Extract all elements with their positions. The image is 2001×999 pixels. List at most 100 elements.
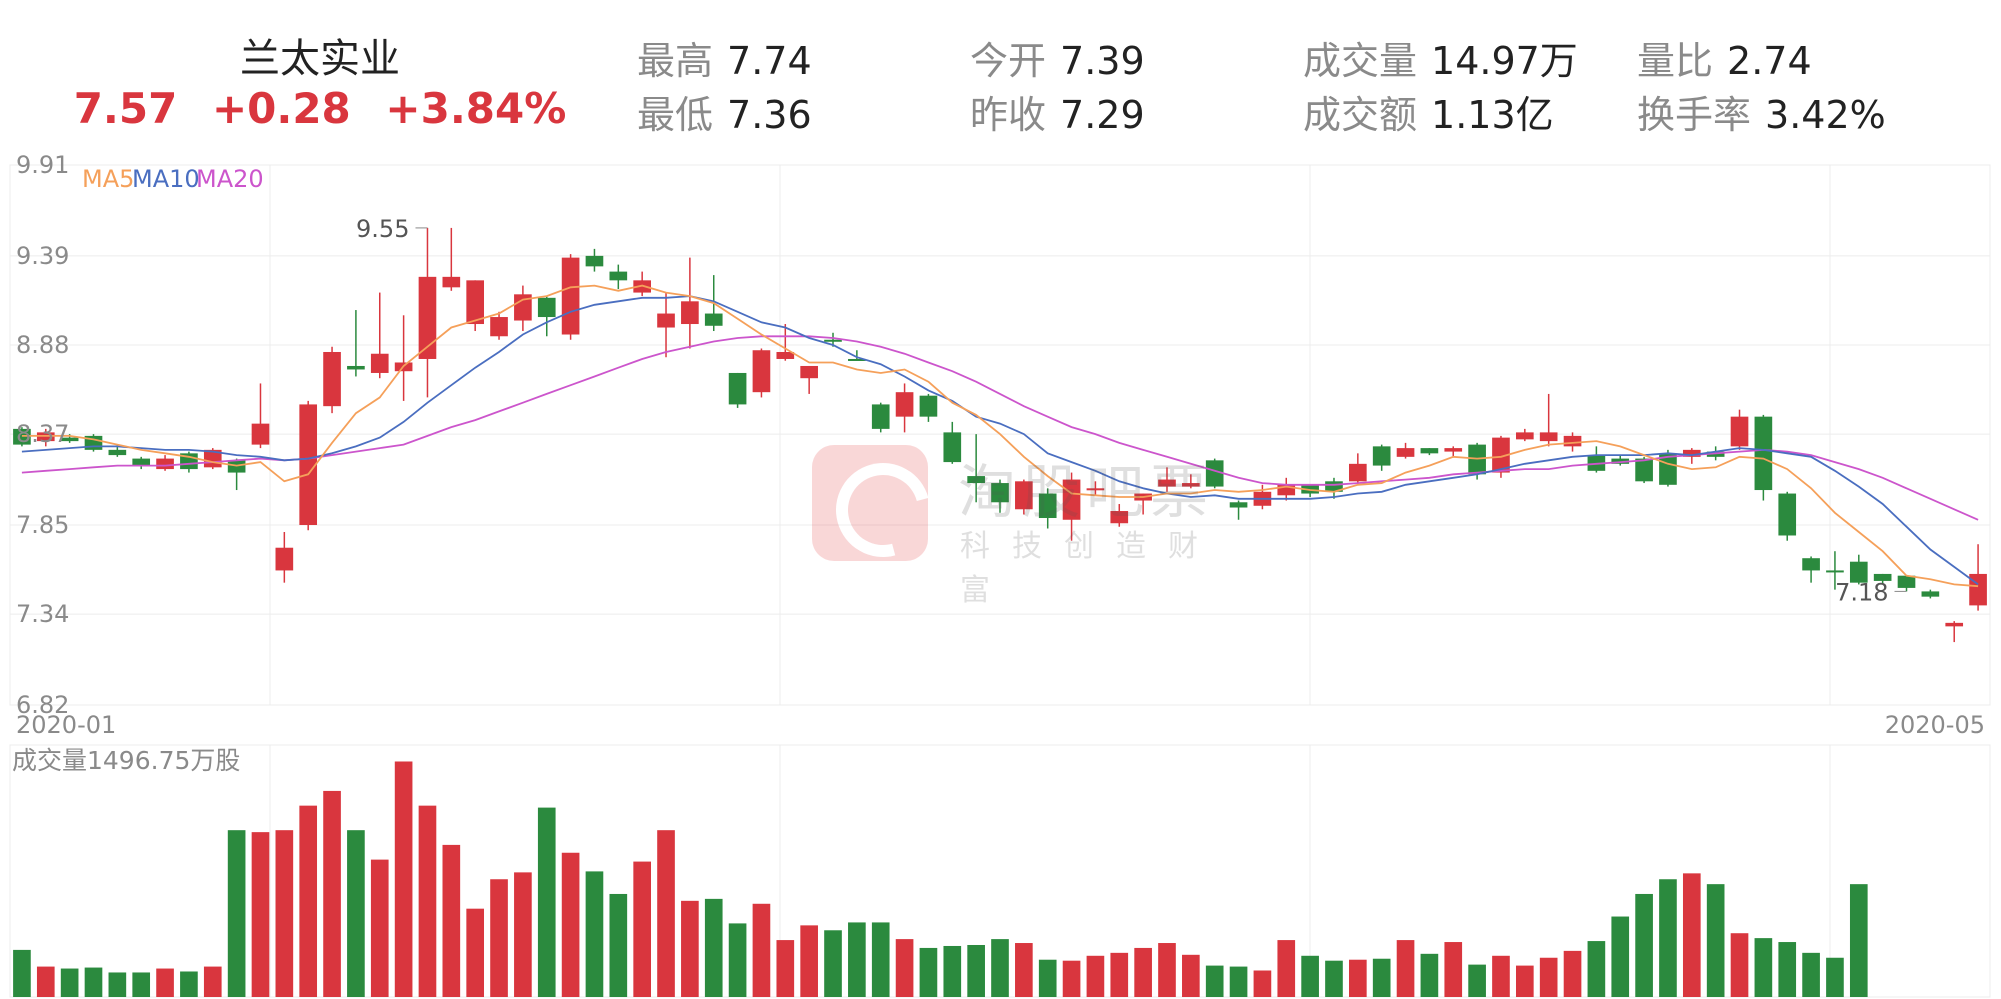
price-change-pct: +3.84% <box>385 84 567 133</box>
volume-bar <box>585 871 604 997</box>
y-tick-label: 8.37 <box>16 420 69 448</box>
volume-bar <box>919 947 938 997</box>
volume-bar <box>490 879 508 997</box>
candle-body <box>1515 432 1534 440</box>
volume-bar <box>1563 950 1582 997</box>
stat-turnover-amount-label: 成交额 <box>1303 93 1418 137</box>
candle-body <box>943 432 962 463</box>
stat-volume-ratio: 量比 2.74 <box>1637 30 1812 85</box>
candle-body <box>1897 575 1916 588</box>
stat-volume-ratio-label: 量比 <box>1637 39 1714 83</box>
volume-bar <box>1205 965 1224 997</box>
candle-body <box>1802 558 1820 571</box>
volume-bar <box>1301 955 1319 997</box>
candle-body <box>1730 416 1749 447</box>
candle-body <box>848 358 866 361</box>
volume-bar <box>370 859 389 997</box>
stat-turnover-amount-value: 1.13亿 <box>1431 93 1554 137</box>
candle-body <box>991 483 1009 503</box>
x-label-start: 2020-01 <box>16 711 116 739</box>
volume-bar <box>1706 884 1725 997</box>
candle-body <box>299 404 318 525</box>
candle-body <box>347 365 365 370</box>
volume-bar <box>1778 942 1797 997</box>
volume-bar <box>1730 933 1749 997</box>
candle-body <box>60 437 79 442</box>
volume-bar <box>347 830 365 997</box>
low-annotation: 7.18 <box>1835 578 1888 606</box>
volume-bar <box>561 852 580 997</box>
candle-body <box>1277 484 1296 496</box>
candle-body <box>490 317 508 337</box>
candle-body <box>1158 479 1176 487</box>
candle-body <box>132 458 151 466</box>
candle-body <box>442 276 461 288</box>
quote-header: 兰太实业 7.57 +0.28 +3.84% 最高 7.74 最低 7.36 今开 7… <box>0 0 2001 160</box>
volume-bar <box>1062 960 1081 997</box>
y-tick-label: 7.34 <box>16 600 69 628</box>
volume-bar <box>60 968 79 997</box>
legend-ma10: MA10 <box>132 165 200 193</box>
volume-bar <box>1539 957 1558 997</box>
candle-body <box>514 294 532 321</box>
volume-bar <box>394 761 413 997</box>
candle-body <box>871 404 890 429</box>
candle-body <box>1754 416 1773 491</box>
candle-body <box>1873 573 1892 581</box>
volume-bar <box>514 872 532 997</box>
volume-bar <box>1349 959 1367 997</box>
volume-bar <box>299 805 318 997</box>
volume-bar <box>1325 960 1343 997</box>
stat-high: 最高 7.74 <box>637 30 812 85</box>
volume-bar <box>704 898 723 997</box>
volume-bar <box>1611 916 1630 997</box>
volume-bar <box>1182 954 1200 997</box>
volume-bar <box>1134 947 1152 997</box>
y-tick-label: 7.85 <box>16 511 69 539</box>
volume-bar <box>752 903 771 997</box>
candle-body <box>1969 573 1987 606</box>
volume-bar <box>227 830 246 997</box>
candle-body <box>1945 622 1964 627</box>
volume-bar <box>1277 940 1296 997</box>
candle-body <box>800 365 818 379</box>
y-tick-label: 9.39 <box>16 242 69 270</box>
candle-body <box>1086 488 1105 491</box>
price-change: +0.28 <box>211 84 351 133</box>
candle-body <box>1205 460 1224 487</box>
candle-body <box>752 350 771 393</box>
candle-body <box>156 458 174 470</box>
candle-body <box>824 339 842 342</box>
stat-open-label: 今开 <box>970 39 1047 83</box>
volume-bar <box>442 844 461 997</box>
volume-bar <box>180 971 198 997</box>
volume-bar <box>943 945 962 997</box>
volume-bar <box>466 908 485 997</box>
stock-name: 兰太实业 <box>240 36 400 82</box>
volume-bar <box>1015 943 1033 997</box>
volume-bar <box>609 893 628 997</box>
volume-bar <box>800 925 818 997</box>
candle-body <box>1420 448 1439 454</box>
candle-body <box>704 313 723 326</box>
volume-bar <box>1492 955 1510 997</box>
stat-prev-close-value: 7.29 <box>1060 93 1145 137</box>
volume-bar <box>1229 966 1248 997</box>
volume-bar <box>967 944 985 997</box>
candle-body <box>1038 493 1057 519</box>
volume-bar <box>203 966 222 997</box>
volume-bar <box>1253 970 1272 997</box>
volume-bar <box>1038 959 1057 997</box>
volume-bar <box>991 939 1009 997</box>
volume-bar <box>323 790 341 997</box>
candle-body <box>728 372 747 405</box>
volume-bar <box>657 830 675 997</box>
candle-body <box>1826 570 1844 573</box>
volume-bar <box>1659 879 1677 997</box>
volume-bar <box>275 830 294 997</box>
volume-bar <box>1754 938 1773 997</box>
candle-body <box>585 255 604 267</box>
watermark-subtitle: 科技创造财富 <box>960 529 1220 608</box>
candle-body <box>1015 481 1033 510</box>
